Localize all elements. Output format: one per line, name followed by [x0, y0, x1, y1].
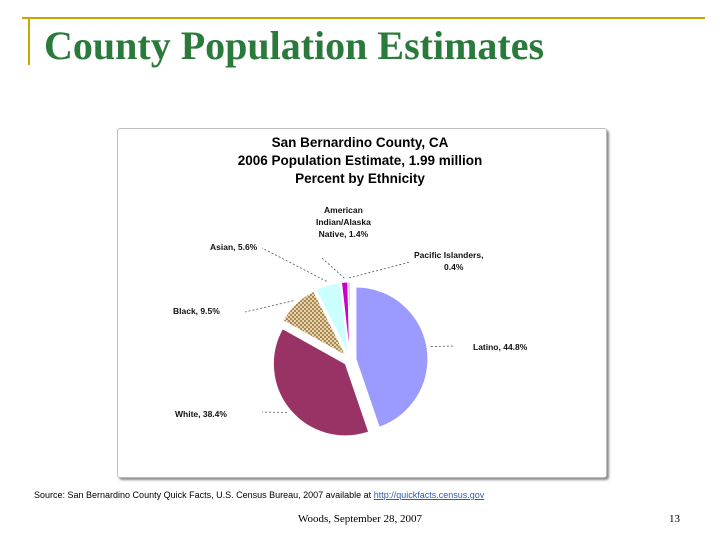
pie-label-asian: Asian, 5.6% — [210, 241, 257, 253]
chart-title: San Bernardino County, CA 2006 Populatio… — [0, 134, 720, 188]
pie-label-white: White, 38.4% — [175, 408, 227, 420]
leader-line-white — [261, 411, 288, 413]
pie-label-latino-text: Latino, 44.8% — [473, 342, 528, 352]
pie-label-american-indian-line-1: American — [324, 205, 363, 215]
title-frame-top-rule — [22, 17, 705, 19]
page-number: 13 — [669, 513, 680, 525]
pie-label-american-indian: American Indian/Alaska Native, 1.4% — [316, 204, 371, 240]
footer-author-date: Woods, September 28, 2007 — [297, 513, 423, 525]
source-link[interactable]: http://quickfacts.census.gov — [373, 490, 485, 500]
pie-slice-asian — [315, 282, 349, 355]
pie-label-asian-text: Asian, 5.6% — [210, 242, 258, 252]
pie-label-black-text: Black, 9.5% — [173, 306, 220, 316]
pie-slice-black — [282, 290, 348, 357]
chart-title-line-3: Percent by Ethnicity — [295, 171, 425, 186]
pie-label-american-indian-line-2: Indian/Alaska — [316, 217, 371, 227]
pie-leader-lines — [244, 247, 456, 413]
pie-label-american-indian-line-3: Native, 1.4% — [318, 229, 369, 239]
source-citation: Source: San Bernardino County Quick Fact… — [34, 490, 484, 500]
slide-title: County Population Estimates — [44, 23, 545, 68]
chart-title-line-1: San Bernardino County, CA — [271, 135, 449, 150]
pie-label-pacific-line-1: Pacific Islanders, — [414, 250, 484, 260]
pie-label-pacific-line-2: 0.4% — [444, 262, 464, 272]
source-text: Source: San Bernardino County Quick Fact… — [34, 490, 372, 500]
chart-title-line-2: 2006 Population Estimate, 1.99 million — [237, 153, 483, 168]
pie-slice-pacific-islanders — [347, 281, 351, 355]
pie-label-black: Black, 9.5% — [173, 305, 220, 317]
pie-label-pacific: Pacific Islanders, 0.4% — [414, 249, 483, 273]
pie-slice-white — [272, 328, 370, 437]
leader-line-latino — [430, 345, 456, 347]
pie-label-white-text: White, 38.4% — [175, 409, 227, 419]
leader-line-asian — [261, 247, 327, 282]
leader-line-black — [244, 300, 294, 313]
pie-slices — [272, 281, 429, 437]
pie-slice-latino — [355, 286, 429, 428]
pie-label-latino: Latino, 44.8% — [473, 341, 527, 353]
leader-line-american-indian-alaska-native — [321, 257, 345, 279]
leader-line-pacific-islanders — [348, 261, 411, 279]
title-frame-left-rule — [28, 17, 30, 65]
